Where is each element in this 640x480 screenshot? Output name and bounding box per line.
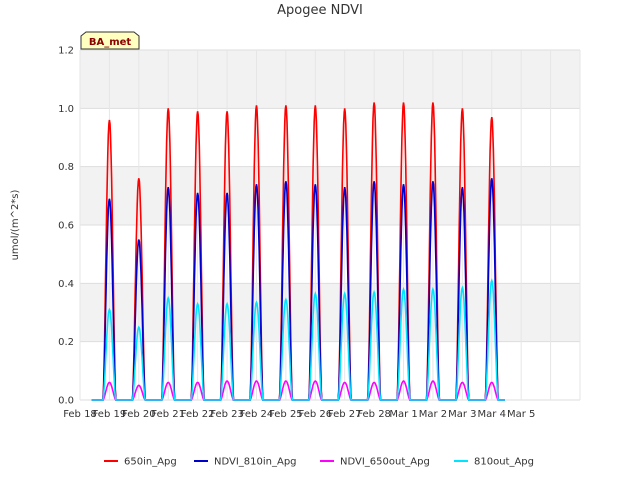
y-tick-label: 0.0 bbox=[58, 396, 74, 407]
x-tick-label: Feb 23 bbox=[210, 409, 244, 420]
series-line-810out_Apg bbox=[91, 277, 505, 401]
y-tick-label: 1.2 bbox=[58, 46, 74, 57]
x-tick-label: Mar 4 bbox=[478, 409, 506, 420]
x-tick-label: Mar 1 bbox=[389, 409, 417, 420]
y-tick-label: 0.2 bbox=[58, 337, 74, 348]
x-tick-label: Feb 27 bbox=[328, 409, 362, 420]
badge-label: BA_met bbox=[89, 37, 132, 48]
x-tick-label: Feb 18 bbox=[63, 409, 97, 420]
legend-label: NDVI_810in_Apg bbox=[214, 457, 297, 468]
y-tick-label: 0.8 bbox=[58, 162, 74, 173]
legend-label: NDVI_650out_Apg bbox=[340, 457, 430, 468]
plot-band bbox=[80, 166, 580, 225]
y-tick-label: 1.0 bbox=[58, 104, 74, 115]
x-tick-label: Feb 26 bbox=[298, 409, 332, 420]
x-tick-label: Mar 2 bbox=[419, 409, 447, 420]
y-axis-label: umol/(m^2*s) bbox=[10, 189, 21, 260]
x-tick-label: Mar 5 bbox=[507, 409, 535, 420]
x-tick-label: Mar 3 bbox=[448, 409, 476, 420]
x-tick-label: Feb 22 bbox=[181, 409, 215, 420]
legend-label: 650in_Apg bbox=[124, 457, 177, 468]
x-tick-label: Feb 28 bbox=[357, 409, 391, 420]
badge-box bbox=[80, 31, 140, 50]
y-tick-label: 0.6 bbox=[58, 221, 74, 232]
plot-band bbox=[80, 283, 580, 342]
x-tick-label: Feb 24 bbox=[240, 409, 274, 420]
y-tick-label: 0.4 bbox=[58, 279, 74, 290]
chart-title: Apogee NDVI bbox=[277, 3, 363, 18]
badge: BA_met bbox=[80, 31, 140, 50]
x-tick-label: Feb 20 bbox=[122, 409, 156, 420]
x-tick-label: Feb 25 bbox=[269, 409, 303, 420]
x-tick-label: Feb 19 bbox=[93, 409, 127, 420]
legend: 650in_Apg NDVI_810in_Apg NDVI_650out_Apg 81… bbox=[104, 457, 534, 468]
legend-label: 810out_Apg bbox=[474, 457, 534, 468]
x-tick-label: Feb 21 bbox=[151, 409, 185, 420]
series-lines bbox=[91, 102, 505, 401]
plot-band bbox=[80, 50, 580, 109]
